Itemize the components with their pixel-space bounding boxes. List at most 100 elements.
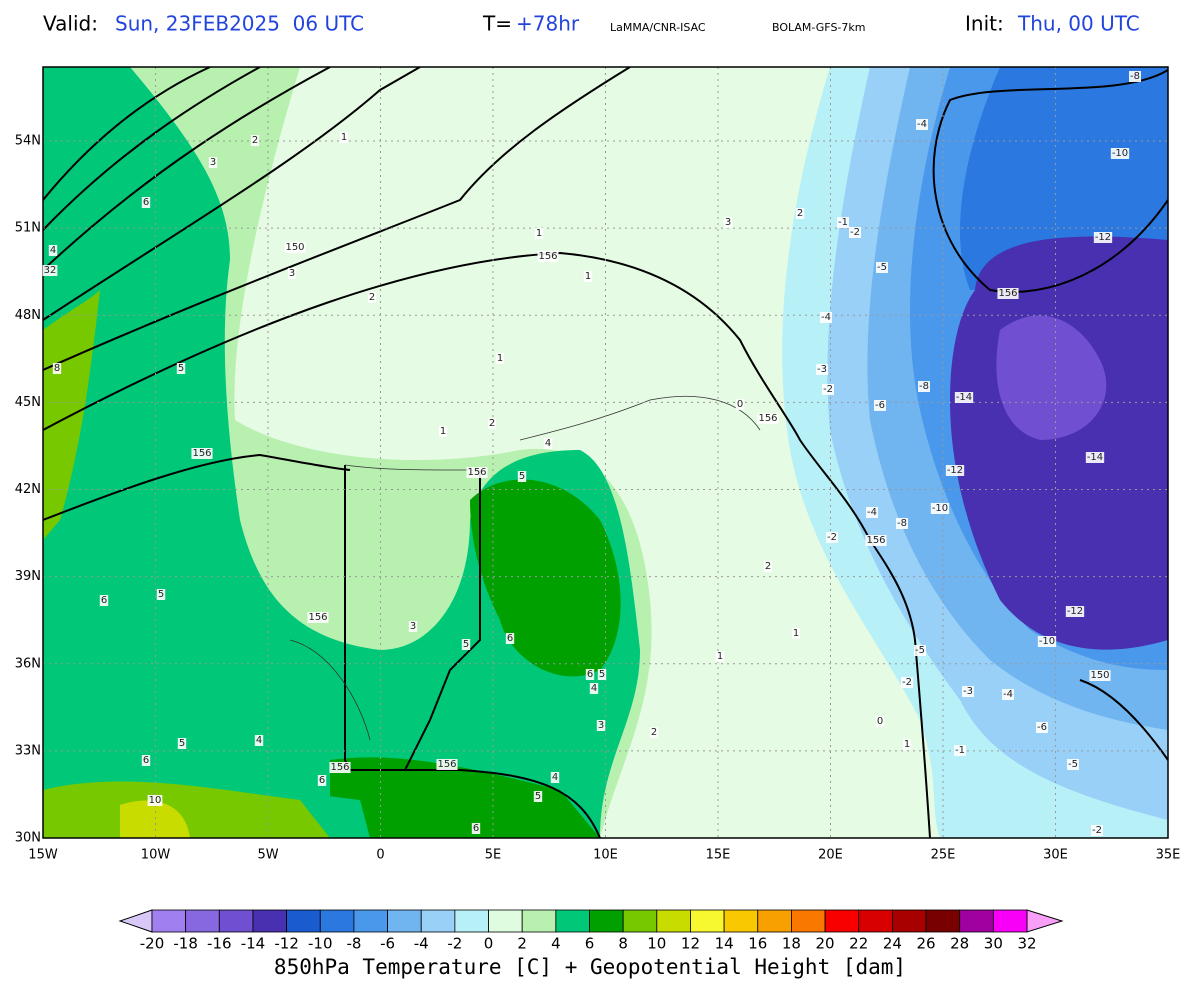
label-box [583, 271, 593, 282]
contour-label: 156 [866, 535, 885, 546]
contour-label: 156 [998, 288, 1017, 299]
label-box [177, 738, 187, 749]
label-box [1037, 636, 1057, 647]
colorbar-label: -8 [346, 935, 361, 953]
label-box [408, 621, 418, 632]
contour-label: -4 [821, 312, 831, 323]
label-box [156, 589, 166, 600]
contour-label: -4 [1003, 689, 1013, 700]
colorbar-box [891, 909, 927, 933]
label-box [795, 208, 805, 219]
colorbar-box [151, 909, 187, 933]
init-time: Thu, 00 UTC [1017, 12, 1140, 36]
label-box [1093, 232, 1113, 243]
label-box [930, 503, 950, 514]
contour-label: -12 [947, 465, 963, 476]
colorbar-label: -16 [207, 935, 232, 953]
colorbar-box [319, 909, 355, 933]
contour-label: 6 [143, 197, 149, 208]
contour-label: 150 [1090, 670, 1109, 681]
contour-label: 6 [143, 755, 149, 766]
label-box [495, 353, 505, 364]
label-box [284, 242, 306, 253]
lat-label: 45N [15, 395, 41, 410]
colorbar-label: 4 [551, 935, 561, 953]
contour-label: 3 [210, 157, 216, 168]
colorbar-label: -4 [414, 935, 429, 953]
contour-label: 2 [765, 561, 771, 572]
label-box [505, 633, 515, 644]
lat-label: 39N [15, 569, 41, 584]
colorbar-box [622, 909, 658, 933]
lat-label: 33N [15, 743, 41, 758]
colorbar-box [589, 909, 624, 933]
contour-label: 150 [285, 242, 304, 253]
lead-label: T= [482, 12, 512, 36]
contour-label: -4 [917, 119, 927, 130]
label-box [837, 217, 849, 228]
label-box [596, 720, 606, 731]
map-field [43, 67, 1168, 838]
contour-label: -2 [902, 677, 912, 688]
contour-label: 8 [54, 363, 60, 374]
contour-label: -2 [827, 532, 837, 543]
label-box [48, 245, 58, 256]
contour-label: 5 [599, 669, 605, 680]
contour-label: 3 [289, 268, 295, 279]
contour-label: 5 [535, 791, 541, 802]
label-box [42, 265, 58, 276]
colorbar-label: 0 [484, 935, 494, 953]
contour-label: 6 [587, 669, 593, 680]
lon-label: 10W [141, 848, 171, 863]
colorbar-box [521, 909, 557, 933]
contour-label: -12 [1095, 232, 1111, 243]
contour-label: 4 [552, 772, 558, 783]
lat-label: 36N [15, 656, 41, 671]
colorbar-box [387, 909, 422, 933]
contour-label: -12 [1067, 606, 1083, 617]
colorbar-box [723, 909, 759, 933]
contour-label: 1 [497, 353, 503, 364]
label-box [254, 735, 264, 746]
colorbar-box [353, 909, 388, 933]
colorbar-label: 16 [748, 935, 767, 953]
colorbar-label: -2 [447, 935, 462, 953]
colorbar-box [218, 909, 254, 933]
label-box [914, 645, 926, 656]
colorbar-box [690, 909, 725, 933]
label-box [826, 532, 838, 543]
label-box [141, 755, 151, 766]
label-box [543, 438, 553, 449]
label-box [918, 381, 930, 392]
label-box [1129, 71, 1141, 82]
label-box [589, 683, 599, 694]
colorbar-label: -20 [140, 935, 165, 953]
contour-label: 2 [651, 727, 657, 738]
contour-label: 156 [467, 467, 486, 478]
contour-label: -3 [817, 364, 827, 375]
contour-label: 156 [308, 612, 327, 623]
colorbar-label: -6 [380, 935, 395, 953]
contour-label: 3 [598, 720, 604, 731]
contour-label: -8 [1130, 71, 1140, 82]
contour-label: 1 [440, 426, 446, 437]
institution: LaMMA/CNR-ISAC [610, 21, 706, 34]
label-box [902, 739, 912, 750]
label-box [1091, 825, 1103, 836]
label-box [287, 268, 297, 279]
lon-label: 15W [28, 848, 58, 863]
label-box [466, 467, 488, 478]
colorbar-box [488, 909, 523, 933]
label-box [461, 639, 471, 650]
colorbar-box [286, 909, 321, 933]
colorbar-box [791, 909, 826, 933]
contour-label: 156 [437, 759, 456, 770]
lon-label: 15E [706, 848, 731, 863]
colorbar-label: 24 [883, 935, 902, 953]
label-box [534, 228, 544, 239]
label-box [191, 448, 213, 459]
label-box [822, 384, 834, 395]
label-box [876, 262, 888, 273]
label-box [471, 823, 481, 834]
